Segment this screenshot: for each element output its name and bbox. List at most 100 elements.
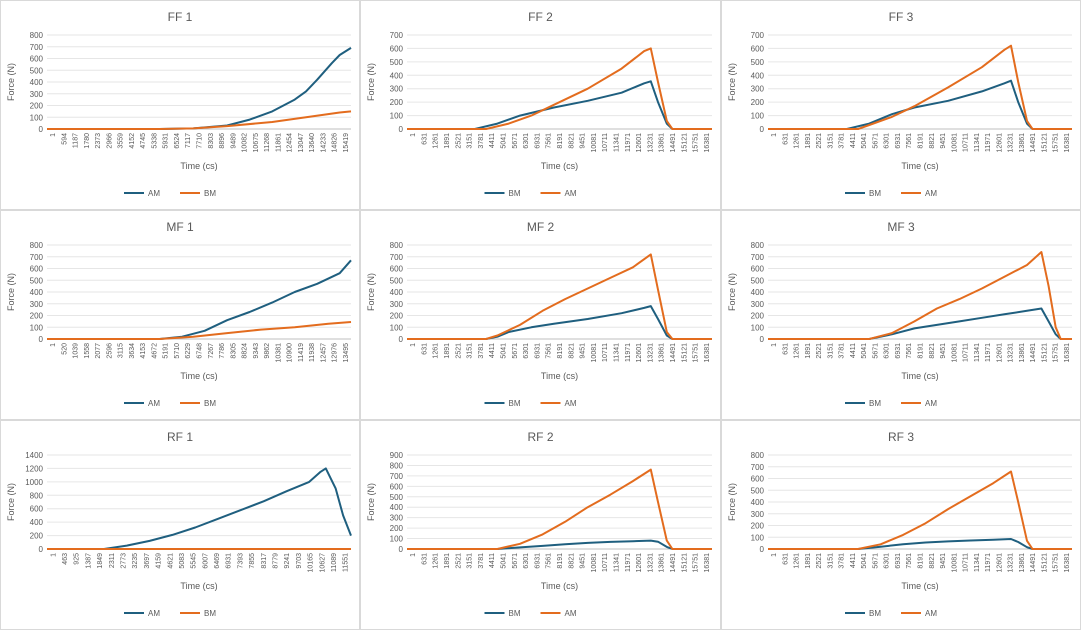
chart-ff1-legend-label-bm: BM <box>204 189 216 198</box>
chart-rf3: RF 3 0 100 200 300 400 500 600 700 800 1 631 1261 189… <box>727 430 1072 618</box>
chart-ff1-x-tick-label: 4152 <box>129 133 136 149</box>
chart-ff3-legend-label-am: AM <box>925 189 937 198</box>
chart-rf2-y-axis-title: Force (N) <box>366 483 376 521</box>
chart-mf1-title: MF 1 <box>166 220 194 234</box>
chart-ff1-y-tick-label: 700 <box>30 43 44 52</box>
chart-mf2-legend-label-am: AM <box>565 399 577 408</box>
chart-rf2-y-tick-label: 400 <box>390 503 404 512</box>
chart-mf1-y-tick-label: 0 <box>39 335 44 344</box>
chart-ff3-x-tick-label: 10081 <box>951 133 958 153</box>
chart-rf1-x-tick-label: 7393 <box>237 553 244 569</box>
chart-mf1-series-bm <box>47 321 352 340</box>
chart-mf3-x-tick-label: 11971 <box>985 343 992 362</box>
chart-ff2-x-tick-label: 6931 <box>534 133 541 149</box>
chart-ff3-x-tick-label: 6301 <box>884 133 891 149</box>
chart-ff2-y-tick-label: 100 <box>390 112 404 121</box>
chart-rf3-y-tick-label: 300 <box>751 510 765 519</box>
chart-mf1-x-tick-label: 2596 <box>106 343 113 359</box>
chart-mf2-x-tick-label: 15751 <box>693 343 700 363</box>
chart-rf1-x-tick-label: 6931 <box>226 553 233 569</box>
chart-rf2-x-tick-label: 11341 <box>614 553 621 572</box>
chart-mf2-y-tick-label: 0 <box>399 335 404 344</box>
chart-rf1-y-tick-label: 200 <box>30 532 44 541</box>
chart-ff3-x-tick-label: 8821 <box>929 133 936 149</box>
chart-ff2-x-tick-label: 9451 <box>580 133 587 149</box>
chart-ff3-y-axis-title: Force (N) <box>727 63 737 101</box>
chart-mf3-x-tick-label: 15121 <box>1041 343 1048 363</box>
chart-rf2-x-tick-label: 10081 <box>591 553 598 573</box>
chart-panel-mf3: MF 3 0 100 200 300 400 500 600 700 800 1 631 1261 189… <box>721 210 1081 420</box>
chart-mf1-x-tick-label: 1039 <box>73 343 80 359</box>
chart-ff3-title: FF 3 <box>889 10 914 24</box>
chart-mf3-x-tick-label: 1261 <box>794 343 801 359</box>
chart-rf3-x-tick-label: 631 <box>782 553 789 565</box>
chart-rf3-x-tick-label: 7561 <box>906 553 913 569</box>
chart-rf3-y-tick-label: 400 <box>751 498 765 507</box>
chart-rf1-legend-label-am: AM <box>148 609 160 618</box>
chart-mf2-x-tick-label: 13861 <box>659 343 666 363</box>
chart-ff3-x-tick-label: 13231 <box>1008 133 1015 153</box>
chart-ff1: FF 1 0 100 200 300 400 500 600 700 800 1 594 1187 178… <box>6 10 352 198</box>
chart-rf3-x-axis-title: Time (cs) <box>901 581 938 591</box>
chart-mf2-y-tick-label: 100 <box>390 323 404 332</box>
chart-rf1-y-tick-label: 1200 <box>25 464 43 473</box>
chart-mf1-x-tick-label: 11938 <box>309 343 316 362</box>
chart-ff1-x-tick-label: 6524 <box>174 133 181 149</box>
chart-rf2-y-tick-label: 900 <box>390 451 404 460</box>
chart-ff2-y-tick-label: 0 <box>399 125 404 134</box>
chart-mf1-x-axis-title: Time (cs) <box>180 371 217 381</box>
chart-rf2-x-tick-label: 4411 <box>489 553 496 568</box>
chart-ff2-title: FF 2 <box>528 10 553 24</box>
chart-mf1-x-tick-label: 13495 <box>343 343 350 363</box>
chart-ff3-x-tick-label: 2521 <box>816 133 823 149</box>
chart-mf2-x-tick-label: 10711 <box>602 343 609 362</box>
chart-ff3-legend-label-bm: BM <box>869 189 881 198</box>
chart-rf1-x-tick-label: 3697 <box>144 553 151 569</box>
chart-rf3-x-tick-label: 4411 <box>850 553 857 568</box>
chart-ff3-x-tick-label: 5041 <box>861 133 868 149</box>
chart-ff2-series-bm <box>407 80 712 130</box>
chart-ff1-x-tick-label: 594 <box>61 133 68 145</box>
chart-mf1-x-tick-label: 10381 <box>275 343 282 363</box>
chart-rf2-x-tick-label: 13861 <box>659 553 666 573</box>
chart-mf2-x-tick-label: 3151 <box>467 343 474 359</box>
chart-ff1-x-tick-label: 1 <box>50 133 57 137</box>
chart-mf3-x-tick-label: 11341 <box>974 343 981 362</box>
chart-ff3-x-tick-label: 12601 <box>996 133 1003 153</box>
chart-rf2-y-tick-label: 300 <box>390 514 404 523</box>
chart-ff3-x-tick-label: 16381 <box>1064 133 1071 153</box>
chart-ff1-x-tick-label: 1187 <box>73 133 80 148</box>
chart-mf3-x-tick-label: 13231 <box>1008 343 1015 363</box>
chart-mf2-x-tick-label: 1261 <box>433 343 440 359</box>
chart-ff3-y-tick-label: 300 <box>751 85 765 94</box>
chart-ff2-x-tick-label: 15751 <box>693 133 700 153</box>
chart-rf3-x-tick-label: 11341 <box>974 553 981 572</box>
chart-rf1-x-tick-label: 2773 <box>121 553 128 569</box>
chart-ff3-x-tick-label: 1261 <box>794 133 801 149</box>
chart-mf3-x-tick-label: 10081 <box>951 343 958 363</box>
chart-mf1-x-tick-label: 9862 <box>264 343 271 359</box>
chart-rf1-x-tick-label: 9241 <box>284 553 291 569</box>
chart-rf1-x-tick-label: 4159 <box>156 553 163 569</box>
chart-ff3-x-tick-label: 11971 <box>985 133 992 152</box>
chart-mf1-x-tick-label: 2077 <box>95 343 102 359</box>
chart-ff1-legend-label-am: AM <box>148 189 160 198</box>
chart-ff1-x-tick-label: 15419 <box>343 133 350 153</box>
chart-mf1-x-tick-label: 9343 <box>253 343 260 359</box>
chart-mf2-x-tick-label: 4411 <box>489 343 496 358</box>
chart-rf2-x-tick-label: 15121 <box>681 553 688 573</box>
chart-ff1-x-tick-label: 5338 <box>152 133 159 149</box>
chart-mf2-y-tick-label: 500 <box>390 276 404 285</box>
chart-panel-rf3: RF 3 0 100 200 300 400 500 600 700 800 1 631 1261 189… <box>721 420 1081 630</box>
chart-mf3: MF 3 0 100 200 300 400 500 600 700 800 1 631 1261 189… <box>727 220 1072 408</box>
chart-rf1-x-tick-label: 1849 <box>97 553 104 569</box>
chart-rf1-x-tick-label: 6469 <box>214 553 221 569</box>
chart-mf3-x-tick-label: 6931 <box>895 343 902 359</box>
chart-ff3-y-tick-label: 400 <box>751 71 765 80</box>
chart-ff1-x-tick-label: 8303 <box>208 133 215 149</box>
chart-ff2-series-am <box>407 47 712 130</box>
chart-ff2-x-tick-label: 5671 <box>512 133 519 149</box>
chart-mf2-x-tick-label: 7561 <box>546 343 553 359</box>
chart-mf3-legend-label-am: AM <box>925 399 937 408</box>
chart-rf3-x-tick-label: 15121 <box>1041 553 1048 573</box>
